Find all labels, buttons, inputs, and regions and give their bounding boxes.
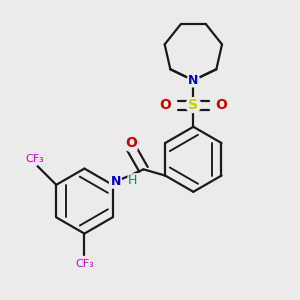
Text: CF₃: CF₃ [25, 154, 44, 164]
Text: S: S [188, 98, 198, 112]
Circle shape [162, 99, 175, 111]
Text: CF₃: CF₃ [75, 259, 94, 269]
Circle shape [212, 99, 224, 111]
Circle shape [124, 138, 138, 152]
Circle shape [110, 176, 122, 188]
Circle shape [186, 98, 201, 112]
Text: H: H [128, 174, 137, 187]
Text: O: O [160, 98, 171, 112]
Text: O: O [125, 136, 137, 150]
Circle shape [187, 74, 200, 86]
Text: N: N [188, 74, 199, 87]
Text: N: N [110, 175, 121, 188]
Text: O: O [215, 98, 227, 112]
